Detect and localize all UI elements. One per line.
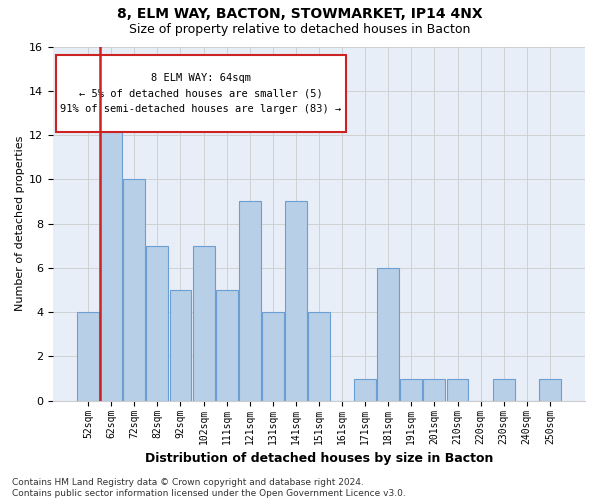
Bar <box>446 378 469 401</box>
Text: 8, ELM WAY, BACTON, STOWMARKET, IP14 4NX: 8, ELM WAY, BACTON, STOWMARKET, IP14 4NX <box>117 8 483 22</box>
Bar <box>239 202 261 401</box>
Y-axis label: Number of detached properties: Number of detached properties <box>15 136 25 312</box>
Bar <box>354 378 376 401</box>
Bar <box>146 246 169 401</box>
Text: Contains HM Land Registry data © Crown copyright and database right 2024.
Contai: Contains HM Land Registry data © Crown c… <box>12 478 406 498</box>
X-axis label: Distribution of detached houses by size in Bacton: Distribution of detached houses by size … <box>145 452 493 465</box>
Bar <box>539 378 561 401</box>
Bar <box>100 113 122 401</box>
FancyBboxPatch shape <box>56 56 346 132</box>
Bar <box>170 290 191 401</box>
Bar <box>77 312 99 401</box>
Bar <box>285 202 307 401</box>
Bar <box>377 268 399 401</box>
Text: Size of property relative to detached houses in Bacton: Size of property relative to detached ho… <box>130 22 470 36</box>
Bar <box>193 246 215 401</box>
Bar <box>424 378 445 401</box>
Bar <box>493 378 515 401</box>
Text: 8 ELM WAY: 64sqm
← 5% of detached houses are smaller (5)
91% of semi-detached ho: 8 ELM WAY: 64sqm ← 5% of detached houses… <box>60 73 341 114</box>
Bar <box>400 378 422 401</box>
Bar <box>124 180 145 401</box>
Bar <box>308 312 330 401</box>
Bar <box>262 312 284 401</box>
Bar <box>216 290 238 401</box>
